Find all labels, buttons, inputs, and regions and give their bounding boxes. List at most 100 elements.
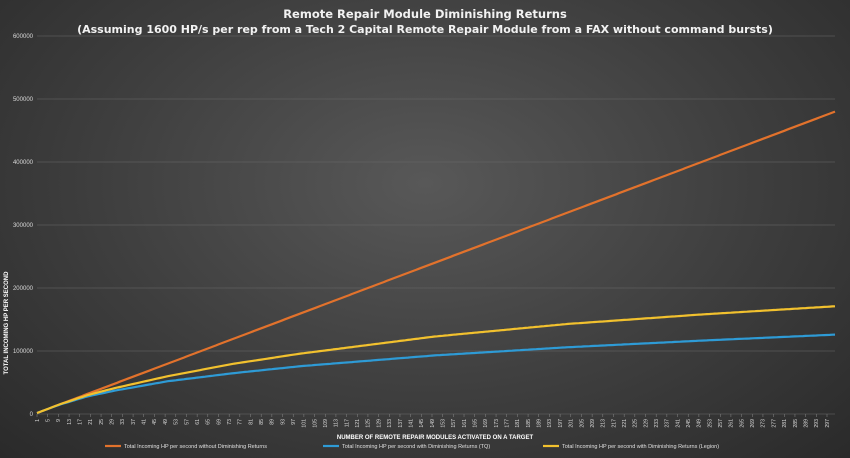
legend-label: Total Incoming HP per second with Dimini… — [562, 444, 719, 450]
y-tick-label: 500000 — [13, 97, 34, 103]
x-tick-label: 221 — [622, 419, 628, 428]
x-tick-label: 25 — [99, 419, 105, 425]
legend: Total Incoming HP per second without Dim… — [105, 444, 719, 450]
x-tick-label: 277 — [771, 419, 777, 428]
y-tick-label: 0 — [30, 412, 34, 418]
x-tick-label: 137 — [398, 419, 404, 428]
x-tick-label: 21 — [88, 419, 94, 425]
x-tick-label: 289 — [803, 419, 809, 428]
x-tick-label: 177 — [505, 419, 511, 428]
x-tick-label: 65 — [206, 419, 212, 425]
x-tick-label: 85 — [259, 419, 265, 425]
x-tick-label: 285 — [793, 419, 799, 428]
x-tick-label: 17 — [78, 419, 84, 425]
x-tick-label: 133 — [387, 419, 393, 428]
x-tick-label: 109 — [323, 419, 329, 428]
x-tick-label: 213 — [601, 419, 607, 428]
x-tick-label: 209 — [590, 419, 596, 428]
x-tick-label: 125 — [366, 419, 372, 428]
legend-label: Total Incoming HP per second with Dimini… — [342, 444, 490, 450]
x-tick-label: 57 — [184, 419, 190, 425]
x-tick-label: 245 — [686, 419, 692, 428]
x-tick-label: 73 — [227, 419, 233, 425]
x-tick-label: 81 — [248, 419, 254, 425]
x-tick-label: 165 — [472, 419, 478, 428]
x-tick-label: 89 — [270, 419, 276, 425]
series-line-legion — [36, 305, 836, 415]
x-tick-label: 129 — [376, 419, 382, 428]
x-tick-label: 105 — [312, 419, 318, 428]
x-tick-label: 237 — [665, 419, 671, 428]
series-line-tq — [36, 333, 836, 415]
x-tick-label: 157 — [451, 419, 457, 428]
x-tick-label: 145 — [419, 419, 425, 428]
x-tick-label: 217 — [611, 419, 617, 428]
x-tick-label: 273 — [761, 419, 767, 428]
x-tick-label: 45 — [152, 419, 158, 425]
x-tick-label: 117 — [344, 419, 350, 427]
legend-item-no-diminishing: Total Incoming HP per second without Dim… — [105, 444, 267, 450]
x-tick-label: 77 — [238, 419, 244, 425]
x-tick-label: 53 — [174, 419, 180, 425]
x-tick-label: 161 — [462, 419, 468, 428]
x-tick-label: 193 — [547, 419, 553, 428]
chart-subtitle: (Assuming 1600 HP/s per rep from a Tech … — [77, 23, 773, 36]
x-tick-label: 205 — [579, 419, 585, 428]
x-tick-label: 69 — [216, 419, 222, 425]
x-tick-label: 13 — [67, 419, 73, 425]
x-tick-label: 113 — [334, 419, 340, 427]
legend-item-legion: Total Incoming HP per second with Dimini… — [543, 444, 719, 450]
x-tick-label: 97 — [291, 419, 297, 425]
x-tick-label: 281 — [782, 419, 788, 428]
x-tick-label: 5 — [45, 419, 51, 422]
x-tick-label: 9 — [56, 419, 62, 422]
x-tick-label: 93 — [280, 419, 286, 425]
x-tick-label: 297 — [825, 419, 831, 428]
x-tick-label: 261 — [729, 419, 735, 428]
x-tick-label: 61 — [195, 419, 201, 425]
y-axis-ticks: 0 100000 200000 300000 400000 500000 600000 — [13, 34, 34, 418]
y-tick-label: 400000 — [13, 160, 34, 166]
x-tick-label: 41 — [142, 419, 148, 425]
x-tick-label: 197 — [558, 419, 564, 428]
y-tick-label: 200000 — [13, 286, 34, 292]
x-axis-label: NUMBER OF REMOTE REPAIR MODULES ACTIVATE… — [337, 435, 534, 441]
y-axis-label: TOTAL INCOMING HP PER SECOND — [4, 271, 10, 375]
x-tick-label: 153 — [440, 419, 446, 428]
x-axis-ticks: 1 5 9 13 17 21 25 29 33 37 41 45 49 53 57 61 65 69 73 77 81 8… — [35, 414, 831, 428]
x-tick-label: 293 — [814, 419, 820, 428]
x-tick-label: 149 — [430, 419, 436, 428]
x-tick-label: 173 — [494, 419, 500, 428]
legend-label: Total Incoming HP per second without Dim… — [124, 444, 267, 450]
x-tick-label: 49 — [163, 419, 169, 425]
x-tick-label: 37 — [131, 419, 137, 425]
x-tick-label: 181 — [515, 419, 521, 428]
x-tick-label: 141 — [408, 419, 414, 428]
chart-title: Remote Repair Module Diminishing Returns — [283, 7, 567, 21]
series-lines — [36, 110, 836, 415]
y-tick-label: 300000 — [13, 223, 34, 229]
x-tick-label: 169 — [483, 419, 489, 428]
x-tick-label: 29 — [110, 419, 116, 425]
x-tick-label: 233 — [654, 419, 660, 428]
x-tick-label: 265 — [739, 419, 745, 428]
x-tick-label: 33 — [120, 419, 126, 425]
x-tick-label: 201 — [569, 419, 575, 428]
y-tick-label: 600000 — [13, 34, 34, 40]
x-tick-label: 229 — [643, 419, 649, 428]
x-tick-label: 189 — [537, 419, 543, 428]
x-tick-label: 269 — [750, 419, 756, 428]
x-tick-label: 1 — [35, 419, 41, 422]
series-line-no-diminishing — [36, 110, 836, 415]
x-tick-label: 101 — [302, 419, 308, 428]
x-tick-label: 253 — [707, 419, 713, 428]
x-tick-label: 185 — [526, 419, 532, 428]
gridlines — [37, 35, 835, 415]
legend-item-tq: Total Incoming HP per second with Dimini… — [323, 444, 490, 450]
x-tick-label: 241 — [675, 419, 681, 428]
y-tick-label: 100000 — [13, 349, 34, 355]
x-tick-label: 121 — [355, 419, 361, 428]
x-tick-label: 249 — [697, 419, 703, 428]
x-tick-label: 257 — [718, 419, 724, 428]
